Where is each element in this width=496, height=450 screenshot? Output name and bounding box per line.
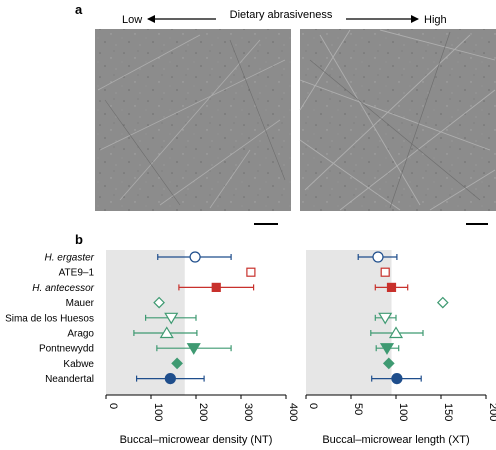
xt-tick-label-100: 100 xyxy=(397,403,409,421)
left-micrograph xyxy=(95,29,291,211)
chart-nt: 0 100 200 300 400 Buccal–microwear density (N… xyxy=(105,250,299,446)
nt-ate9-1-point xyxy=(246,267,256,277)
xt-neandertal-point xyxy=(391,373,403,385)
nt-tick-label-300: 300 xyxy=(242,403,254,421)
xt-mauer-point xyxy=(436,296,449,309)
nt-pontnewydd-point xyxy=(186,343,201,355)
species-label-arago: Arago xyxy=(67,329,94,340)
nt-tick-label-400: 400 xyxy=(287,403,299,421)
nt-h-ergaster-point xyxy=(189,251,201,263)
nt-sima-de-los-huesos-point xyxy=(164,312,179,325)
arrow-low-label: Low xyxy=(122,14,142,26)
arrow-title: Dietary abrasiveness xyxy=(230,9,333,21)
nt-arago-point xyxy=(159,326,174,339)
nt-tick-label-100: 100 xyxy=(152,403,164,421)
nt-tick-label-200: 200 xyxy=(197,403,209,421)
arrow-title-background xyxy=(216,8,346,24)
xt-tick-label-150: 150 xyxy=(442,403,454,421)
xt-arago-point xyxy=(388,326,404,339)
species-label-h-ergaster: H. ergaster xyxy=(45,253,95,264)
xt-tick-label-50: 50 xyxy=(352,403,364,415)
chart-xt: 0 50 100 150 200 Buccal–microwear length (XT) xyxy=(305,250,496,446)
xt-tick-label-0: 0 xyxy=(307,403,319,409)
xt-axis-title: Buccal–microwear length (XT) xyxy=(322,434,469,446)
nt-h-antecessor-point xyxy=(211,282,221,292)
panel-a-label: a xyxy=(75,2,83,17)
nt-shaded-region xyxy=(106,250,185,395)
species-label-sima-de-los-huesos: Sima de los Huesos xyxy=(5,313,94,324)
xt-pontnewydd-point xyxy=(379,343,395,355)
species-label-ate9-1: ATE9–1 xyxy=(59,268,95,279)
xt-h-antecessor-point xyxy=(386,282,397,292)
species-label-neandertal: Neandertal xyxy=(45,374,94,385)
species-label-mauer: Mauer xyxy=(66,298,95,309)
species-label-kabwe: Kabwe xyxy=(63,359,94,370)
xt-tick-label-200: 200 xyxy=(487,403,496,421)
right-micrograph xyxy=(299,29,496,211)
xt-sima-de-los-huesos-point xyxy=(378,312,393,325)
nt-axis-title: Buccal–microwear density (NT) xyxy=(120,434,273,446)
nt-tick-label-0: 0 xyxy=(107,403,119,409)
xt-h-ergaster-point xyxy=(372,251,384,263)
xt-kabwe-point xyxy=(382,357,395,370)
species-label-pontnewydd: Pontnewydd xyxy=(39,344,94,355)
nt-neandertal-point xyxy=(164,373,176,385)
arrow-high-label: High xyxy=(424,14,447,26)
species-labels: H. ergaster ATE9–1 H. antecessor Mauer Sima … xyxy=(5,253,95,386)
nt-kabwe-point xyxy=(171,357,183,370)
nt-mauer-point xyxy=(153,296,165,309)
panel-b-label: b xyxy=(75,232,83,247)
xt-shaded-region xyxy=(306,250,392,395)
xt-ate9-1-point xyxy=(380,267,390,277)
species-label-h-antecessor: H. antecessor xyxy=(32,283,94,294)
